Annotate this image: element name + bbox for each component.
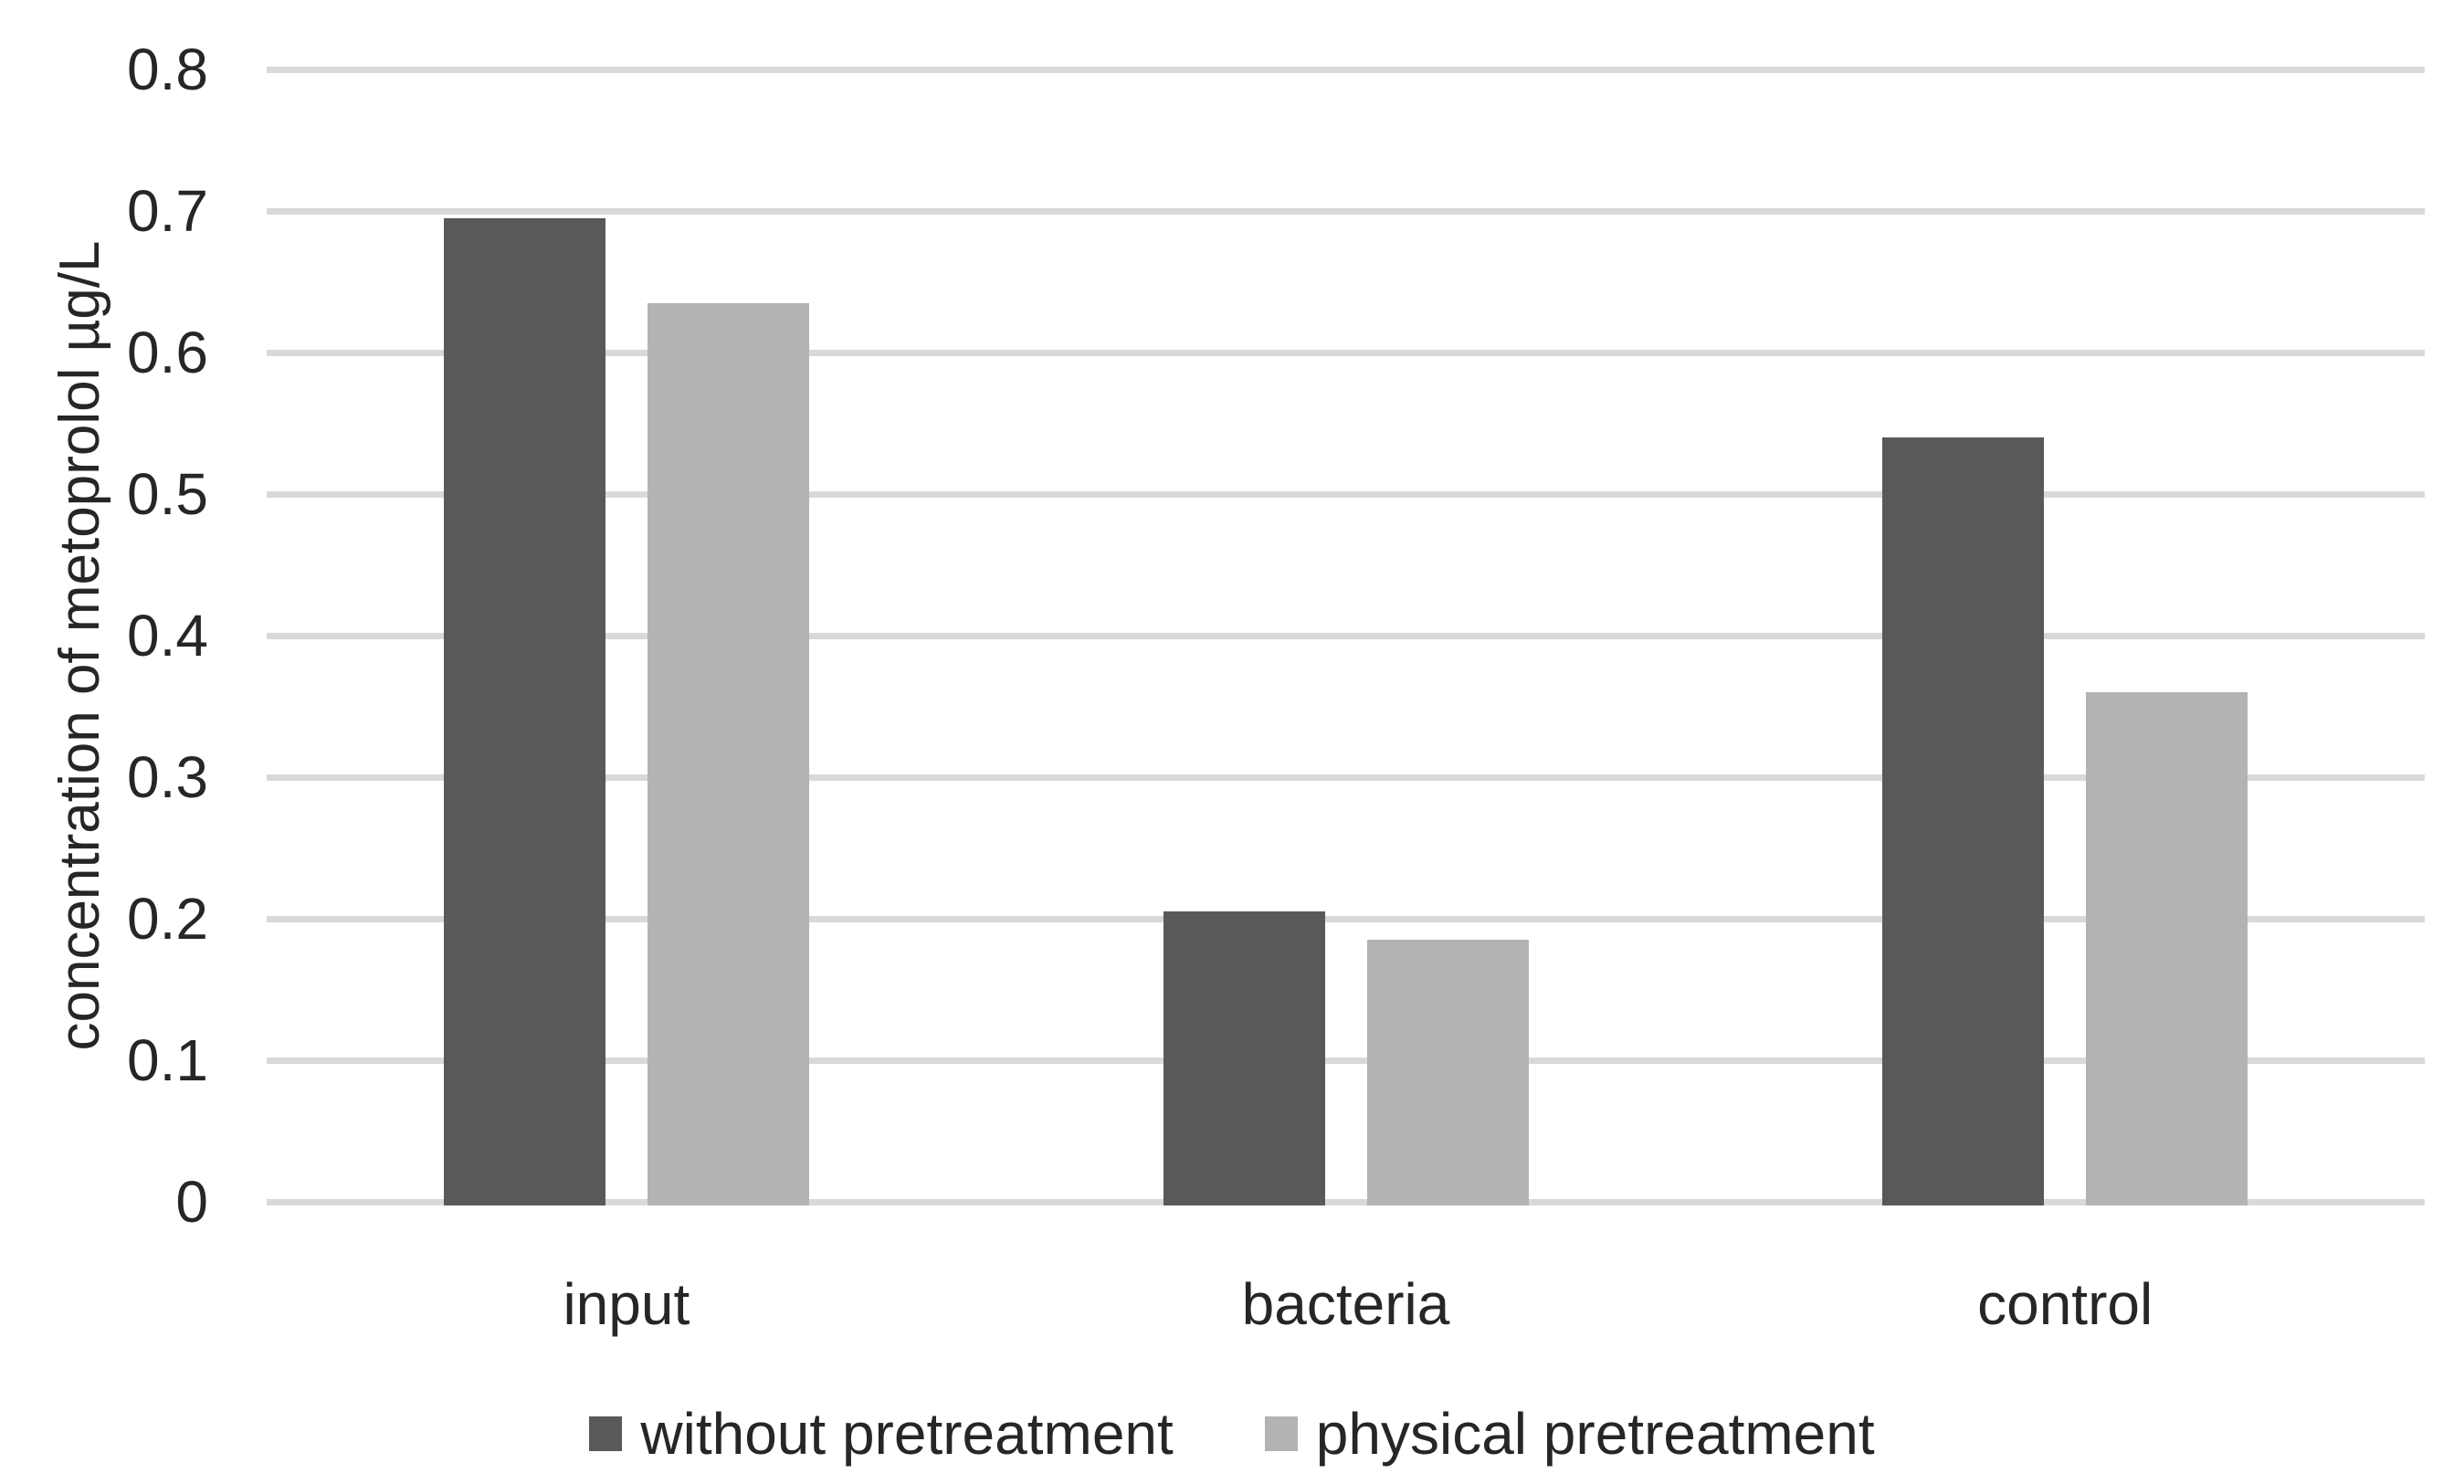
gridline-0.4	[267, 632, 2425, 639]
y-axis-tick-labels: 0 0.1 0.2 0.3 0.4 0.5 0.6 0.7 0.8	[0, 0, 208, 1484]
y-tick-label-0.8: 0.8	[127, 37, 208, 102]
gridline-0.8	[267, 66, 2425, 73]
bar-bacteria-without-pretreatment	[1163, 911, 1325, 1205]
y-tick-label-0.3: 0.3	[127, 744, 208, 810]
legend-label: without pretreatment	[640, 1401, 1174, 1467]
y-tick-label-0.7: 0.7	[127, 178, 208, 244]
y-tick-label-0.2: 0.2	[127, 886, 208, 952]
legend-swatch-icon	[589, 1416, 623, 1451]
y-tick-label-0.4: 0.4	[127, 603, 208, 668]
legend-item-physical-pretreatment: physical pretreatment	[1264, 1395, 1875, 1472]
x-category-label-bacteria: bacteria	[1241, 1271, 1450, 1337]
y-tick-label-0.5: 0.5	[127, 461, 208, 527]
gridline-0.6	[267, 349, 2425, 356]
gridline-0.2	[267, 915, 2425, 922]
legend-item-without-pretreatment: without pretreatment	[589, 1395, 1174, 1472]
gridline-0.5	[267, 490, 2425, 498]
gridline-0.1	[267, 1057, 2425, 1064]
bar-input-without-pretreatment	[443, 217, 605, 1205]
x-category-label-control: control	[1977, 1271, 2153, 1337]
y-tick-label-0.6: 0.6	[127, 320, 208, 385]
gridline-0.7	[267, 207, 2425, 215]
bar-control-physical-pretreatment	[2086, 692, 2248, 1205]
bar-control-without-pretreatment	[1882, 437, 2045, 1205]
legend: without pretreatment physical pretreatmen…	[0, 1395, 2464, 1472]
x-category-label-input: input	[563, 1271, 690, 1337]
plot-area	[267, 66, 2425, 1205]
bar-bacteria-physical-pretreatment	[1366, 940, 1529, 1205]
bar-input-physical-pretreatment	[647, 302, 809, 1205]
gridline-0	[267, 1198, 2425, 1205]
x-axis-labels: input bacteria control	[0, 1268, 2464, 1341]
legend-label: physical pretreatment	[1315, 1401, 1875, 1467]
y-tick-label-0: 0	[175, 1169, 208, 1235]
legend-swatch-icon	[1264, 1416, 1298, 1451]
y-tick-label-0.1: 0.1	[127, 1027, 208, 1093]
gridline-0.3	[267, 774, 2425, 781]
